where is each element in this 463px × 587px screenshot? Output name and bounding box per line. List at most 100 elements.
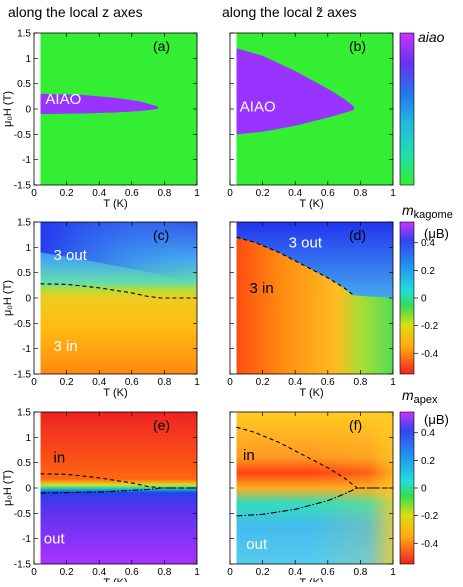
x-tick-label: 1	[194, 377, 200, 388]
y-tick-label: 0	[25, 484, 31, 495]
x-tick-label: 0.8	[157, 188, 171, 199]
x-tick-label: 0.8	[353, 188, 367, 199]
region-label: out	[44, 531, 66, 548]
y-tick-label: -1.5	[14, 370, 32, 381]
y-tick-label: -1	[22, 344, 31, 355]
y-tick-label: 1	[25, 243, 31, 254]
panel-label: (d)	[349, 227, 366, 243]
y-tick-label: 0.5	[17, 79, 31, 90]
region-label: in	[243, 447, 255, 464]
x-tick-label: 0.2	[60, 377, 74, 388]
y-tick-label: -1.5	[14, 560, 32, 571]
x-tick-label: 0.2	[256, 188, 270, 199]
y-tick-label: 0.5	[17, 268, 31, 279]
colorbar-kagome	[400, 222, 414, 374]
colorbar-tick-label: -0.4	[421, 539, 439, 550]
region-label: 3 out	[289, 234, 323, 251]
right-column-header: along the local z̃ axes	[222, 4, 357, 20]
x-axis-label: T (K)	[103, 577, 127, 582]
x-axis-label: T (K)	[299, 577, 323, 582]
colorbar-aiao	[400, 33, 414, 185]
x-tick-label: 1	[390, 377, 396, 388]
colorbar-tick-label: -0.2	[421, 511, 439, 522]
panel-label: (b)	[349, 38, 366, 54]
panel-label: (f)	[349, 417, 362, 433]
x-tick-label: 0.2	[256, 567, 270, 578]
panel-c: 3 out3 in(c)0 0.2 0.4 0.6 0.8 11.510.50-0.5-1…	[2, 218, 200, 400]
y-tick-label: -0.5	[14, 319, 32, 330]
x-tick-label: 0	[31, 377, 37, 388]
colorbar-tick-label: -0.2	[421, 321, 439, 332]
colorbar-tick-label: 0.4	[421, 428, 435, 439]
x-tick-label: 0	[227, 377, 233, 388]
colorbar-tick-label: 0.2	[421, 266, 435, 277]
y-tick-label: -1.5	[14, 181, 32, 192]
y-tick-label: -1	[22, 155, 31, 166]
colorbar-tick-label: -0.4	[421, 349, 439, 360]
y-axis-label: μ₀H (T)	[2, 91, 14, 127]
x-axis-label: T (K)	[299, 387, 323, 399]
panel-b: AIAO (b) 0 0.2 0.4 0.6 0.8 1 T (K)	[227, 33, 396, 210]
x-tick-label: 0.2	[60, 567, 74, 578]
region-label: AIAO	[240, 99, 276, 116]
y-tick-label: -0.5	[14, 130, 32, 141]
colorbar-kagome-label: mkagome	[402, 202, 453, 221]
panels: AIAO (a) 0 0.2 0.4 0.6 0.8 1 1.5 1 0.5 0 -0.5 -1 -1.5 T…	[2, 29, 396, 583]
x-tick-label: 0.2	[256, 377, 270, 388]
x-tick-label: 0	[31, 567, 37, 578]
colorbar-tick-label: 0	[421, 294, 427, 305]
y-tick-label: 1.5	[17, 218, 31, 229]
colorbar-apex-ticks: 0.4 0.2 0 -0.2 -0.4	[414, 428, 439, 550]
y-tick-label: 1.5	[17, 29, 31, 40]
x-tick-label: 0	[227, 188, 233, 199]
region-label: 3 in	[250, 280, 274, 297]
colorbar-kagome-ticks: 0.4 0.2 0 -0.2 -0.4	[414, 238, 439, 360]
region-label: 3 in	[54, 338, 78, 355]
y-tick-label: 1.5	[17, 408, 31, 419]
y-tick-label: 0	[25, 105, 31, 116]
colorbar-apex-label: mapex	[402, 387, 438, 406]
y-tick-label: 1	[25, 54, 31, 65]
panel-label: (e)	[153, 417, 170, 433]
x-tick-label: 0.8	[353, 567, 367, 578]
y-tick-label: -1	[22, 534, 31, 545]
panel-a: AIAO (a) 0 0.2 0.4 0.6 0.8 1 1.5 1 0.5 0 -0.5 -1 -1.5 T…	[2, 29, 200, 211]
colorbar-aiao-label: aiao	[418, 29, 445, 45]
colorbar-apex-unit: (μB)	[424, 412, 449, 427]
colorbar-tick-label: 0.2	[421, 456, 435, 467]
region-label: in	[54, 450, 66, 467]
y-tick-label: 1	[25, 433, 31, 444]
colorbar-apex	[400, 412, 414, 564]
x-tick-label: 0.8	[157, 567, 171, 578]
region-label: AIAO	[45, 91, 81, 108]
panel-shade	[312, 412, 394, 564]
panel-f: in out (f) 0 0.2 0.4 0.6 0.8 1 T (K)	[227, 412, 396, 582]
x-tick-label: 0.2	[60, 188, 74, 199]
x-tick-label: 1	[390, 188, 396, 199]
x-tick-label: 0.8	[353, 377, 367, 388]
y-tick-label: 0	[25, 294, 31, 305]
x-tick-label: 1	[194, 567, 200, 578]
region-label: out	[246, 536, 268, 553]
x-tick-label: 1	[194, 188, 200, 199]
y-axis-label: μ₀H (T)	[2, 280, 14, 316]
x-tick-label: 0	[31, 188, 37, 199]
y-axis-label: μ₀H (T)	[2, 470, 14, 506]
x-tick-label: 0	[227, 567, 233, 578]
left-column-header: along the local z axes	[8, 4, 143, 20]
x-tick-label: 0.8	[157, 377, 171, 388]
colorbar-tick-label: 0	[421, 484, 427, 495]
colorbar-tick-label: 0.4	[421, 238, 435, 249]
x-tick-label: 1	[390, 567, 396, 578]
y-tick-label: -0.5	[14, 509, 32, 520]
panel-e: in out (e) 0 0.2 0.4 0.6 0.8 1 1.5 1 0.5 0 -0.5 -1 -1.5…	[2, 408, 200, 583]
y-tick-label: 0.5	[17, 458, 31, 469]
x-axis-label: T (K)	[103, 198, 127, 210]
region-label: 3 out	[54, 247, 88, 264]
panel-label: (c)	[153, 227, 169, 243]
panel-d: 3 out 3 in (d) 0 0.2 0.4 0.6 0.8 1 T (K)	[227, 222, 396, 399]
x-axis-label: T (K)	[299, 198, 323, 210]
panel-label: (a)	[153, 38, 170, 54]
x-axis-label: T (K)	[103, 387, 127, 399]
